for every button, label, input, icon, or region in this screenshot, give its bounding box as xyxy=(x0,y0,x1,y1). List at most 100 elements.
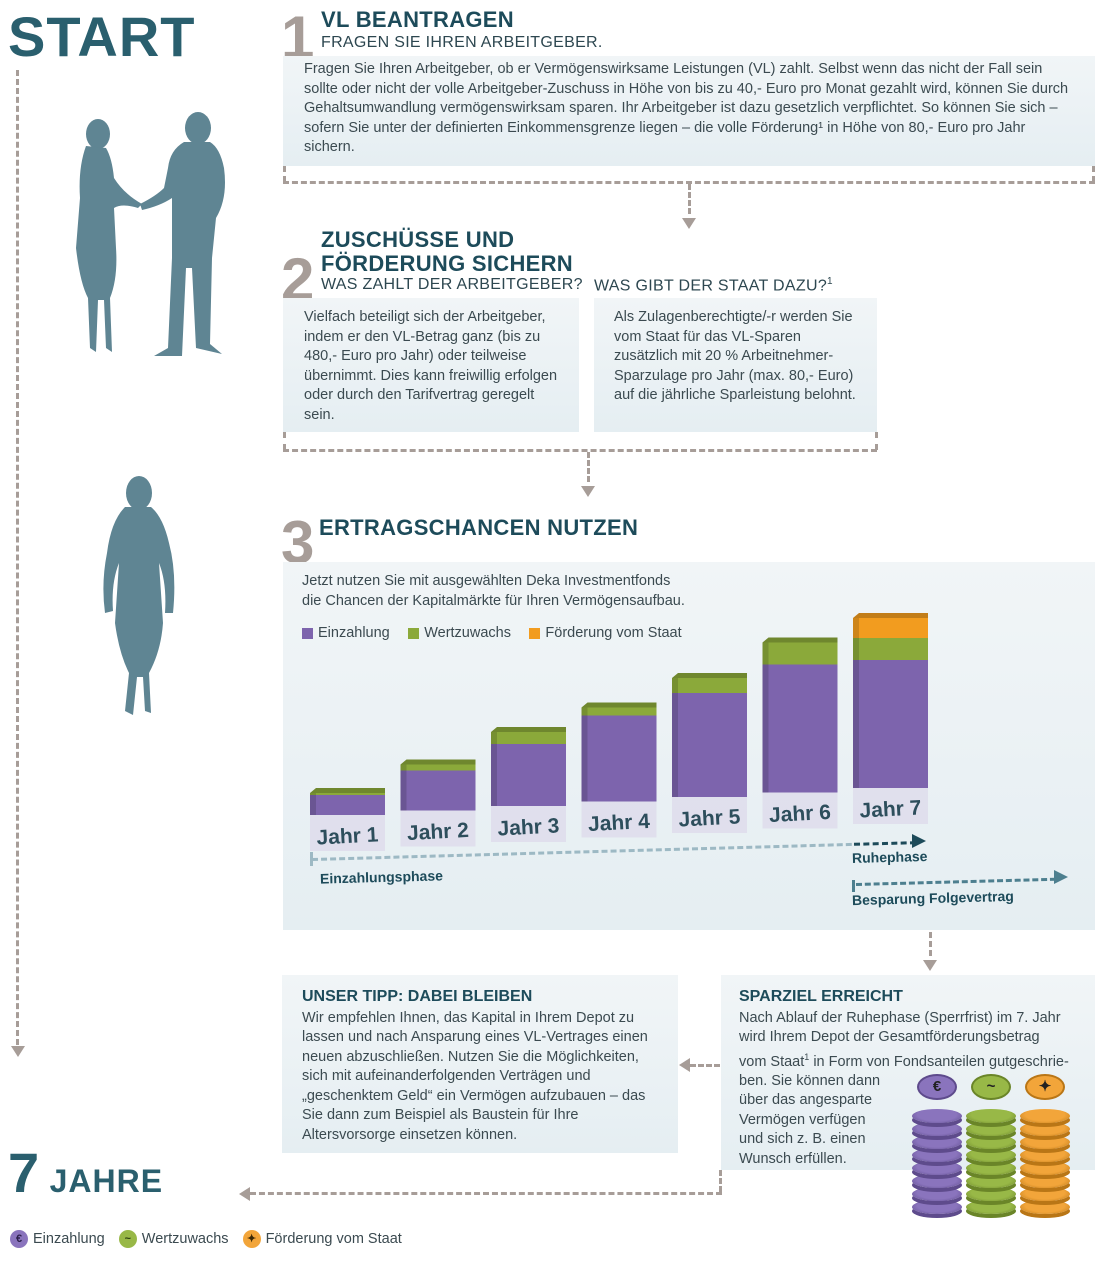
step2-subtitle-left: WAS ZAHLT DER ARBEITGEBER? xyxy=(321,276,583,293)
arrow-step1-to-step2 xyxy=(682,218,696,229)
end-word: JAHRE xyxy=(49,1163,164,1199)
payment-phase-label: Einzahlungsphase xyxy=(319,867,444,887)
dash-step3-connector xyxy=(929,932,932,956)
growth-coin-stack-coin xyxy=(966,1161,1016,1175)
growth-coin-icon: ~ xyxy=(118,1230,137,1248)
bar-top-cap xyxy=(581,702,657,708)
bar-category-label: Jahr 4 xyxy=(587,810,650,836)
bottom-legend-wertzuwachs: ~ Wertzuwachs xyxy=(118,1230,229,1248)
step1-title: VL BEANTRAGEN xyxy=(321,7,514,32)
eagle-coin-stack-coin xyxy=(1020,1135,1070,1149)
eagle-coin-stack-coin xyxy=(1020,1122,1070,1136)
step1-box: Fragen Sie Ihren Arbeitgeber, ob er Verm… xyxy=(283,56,1095,166)
step3-text: Jetzt nutzen Sie mit ausgewählten Deka I… xyxy=(302,572,685,611)
bar-category-label: Jahr 2 xyxy=(406,819,469,845)
dash-step2-bottom xyxy=(283,449,877,452)
bar-reflection xyxy=(672,797,747,833)
step2-box-right: Als Zulagenberechtigte/-r werden Sie vom… xyxy=(594,298,877,432)
bar-top-cap xyxy=(491,727,566,732)
goal-line7: und sich z. B. einen xyxy=(739,1131,866,1148)
growth-coin-stack-coin xyxy=(966,1187,1016,1201)
bar-segment-shade xyxy=(672,693,678,797)
goal-line8: Wunsch erfüllen. xyxy=(739,1150,847,1167)
follow-phase-arrow xyxy=(1054,870,1068,884)
euro-coin-stack-coin xyxy=(912,1174,962,1188)
dash-step2-right xyxy=(875,432,878,450)
bar-category-label: Jahr 1 xyxy=(316,823,379,849)
dash-step2-connector xyxy=(587,452,590,482)
arrow-step2-to-step3 xyxy=(581,486,595,497)
bar-segment-wertzuwachs xyxy=(853,638,928,660)
step2-box-left: Vielfach beteiligt sich der Arbeitgeber,… xyxy=(283,298,579,432)
timeline-arrow xyxy=(11,1046,25,1057)
bar-segment-einzahlung xyxy=(853,660,928,788)
bar-segment-foerderung xyxy=(853,618,928,638)
step2-text-right: Als Zulagenberechtigte/-r werden Sie vom… xyxy=(614,309,856,403)
bar-reflection xyxy=(853,788,928,824)
bar-segment-shade xyxy=(310,793,316,795)
woman-silhouette xyxy=(103,476,175,715)
bar-segment-shade xyxy=(762,642,769,665)
dash-step1-connector xyxy=(688,184,691,214)
growth-coin-stack-top-icon: ~ xyxy=(971,1074,1011,1100)
bar-segment-einzahlung xyxy=(310,795,385,815)
goal-line2: wird Ihrem Depot der Gesamtförderungsbet… xyxy=(739,1029,1040,1045)
bar-segment-einzahlung xyxy=(491,744,566,806)
bar-segment-shade xyxy=(310,795,316,815)
goal-line6: Vermögen verfügen xyxy=(739,1111,866,1128)
bottom-legend-einzahlung: € Einzahlung xyxy=(10,1230,105,1248)
goal-text: Nach Ablauf der Ruhephase (Sperrfrist) i… xyxy=(739,1009,1087,1170)
eagle-coin-stack-coin xyxy=(1020,1200,1070,1214)
bar-segment-wertzuwachs xyxy=(400,764,476,771)
dash-step1-right xyxy=(1092,166,1095,182)
bar-segment-shade xyxy=(491,744,497,806)
bottom-legend: € Einzahlung ~ Wertzuwachs ✦ Förderung vom … xyxy=(10,1230,402,1248)
step2-text-left: Vielfach beteiligt sich der Arbeitgeber,… xyxy=(304,309,558,423)
bar-segment-shade xyxy=(853,618,859,638)
euro-coin-stack-coin xyxy=(912,1122,962,1136)
step3-text-line2: die Chancen der Kapitalmärkte für Ihren … xyxy=(302,592,685,609)
euro-coin-stack-coin xyxy=(912,1200,962,1214)
step2-title-line1: ZUSCHÜSSE UND xyxy=(321,227,515,252)
eagle-coin-stack-coin xyxy=(1020,1161,1070,1175)
bar-segment-wertzuwachs xyxy=(491,732,566,744)
step3-text-line1: Jetzt nutzen Sie mit ausgewählten Deka I… xyxy=(302,573,671,589)
rest-phase-arrow xyxy=(912,834,926,848)
growth-coin-stack-coin xyxy=(966,1122,1016,1136)
bar-category-label: Jahr 6 xyxy=(768,801,831,827)
end-number: 7 xyxy=(8,1141,40,1204)
bar-reflection xyxy=(491,806,566,842)
bar-segment-shade xyxy=(853,638,859,660)
timeline-line xyxy=(16,70,19,1045)
handshake-silhouette xyxy=(76,112,225,356)
euro-coin-stack-coin xyxy=(912,1161,962,1175)
arrow-to-end xyxy=(239,1187,250,1201)
growth-coin-stack-coin xyxy=(966,1200,1016,1214)
growth-coin-stack-coin xyxy=(966,1174,1016,1188)
euro-coin-stack-coin xyxy=(912,1135,962,1149)
step2-subtitle-right: WAS GIBT DER STAAT DAZU?1 xyxy=(594,276,833,295)
bar-top-cap xyxy=(762,637,838,643)
bar-top-cap xyxy=(400,759,476,765)
dash-to-end xyxy=(250,1192,722,1195)
step1-text: Fragen Sie Ihren Arbeitgeber, ob er Verm… xyxy=(304,61,1069,155)
euro-coin-stack-coin xyxy=(912,1187,962,1201)
bar-reflection xyxy=(762,792,838,829)
dash-step1-left xyxy=(283,166,286,182)
bar-category-label: Jahr 5 xyxy=(678,805,741,831)
dash-goal-down xyxy=(719,1170,722,1192)
eagle-coin-icon: ✦ xyxy=(242,1230,261,1248)
step3-title: ERTRAGSCHANCEN NUTZEN xyxy=(319,515,639,540)
bar-reflection xyxy=(581,801,657,838)
goal-line3: vom Staat1 in Form von Fondsanteilen gut… xyxy=(739,1051,1069,1070)
arrow-step3-to-goal xyxy=(923,960,937,971)
chart-legend: Einzahlung Wertzuwachs Förderung vom Sta… xyxy=(302,624,696,642)
bottom-legend-foerderung: ✦ Förderung vom Staat xyxy=(242,1230,402,1248)
payment-phase-start xyxy=(310,852,313,866)
step1-subtitle: FRAGEN SIE IHREN ARBEITGEBER. xyxy=(321,34,603,51)
coin-stacks-illustration: € ~ ✦ xyxy=(910,1072,1090,1222)
euro-coin-stack-top-icon: € xyxy=(917,1074,957,1100)
euro-coin-stack-coin xyxy=(912,1148,962,1162)
eagle-coin-stack-top-icon: ✦ xyxy=(1025,1074,1065,1100)
bar-segment-shade xyxy=(581,707,588,716)
